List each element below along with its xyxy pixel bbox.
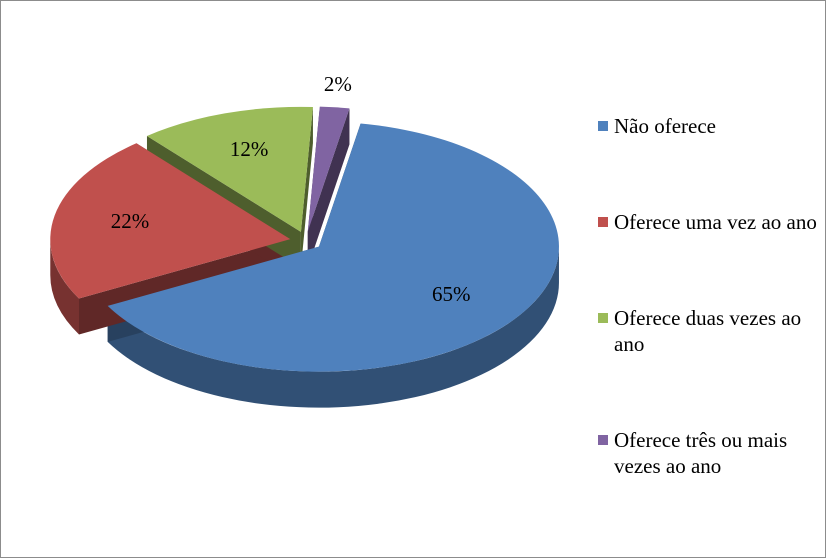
slice [107, 123, 559, 372]
slice [307, 106, 350, 232]
legend: Não oferece Oferece uma vez ao ano Oferece… [598, 113, 823, 479]
slice-cut [300, 107, 313, 268]
slice-side [50, 239, 80, 335]
legend-swatch [598, 217, 608, 227]
legend-swatch [598, 435, 608, 445]
legend-item: Oferece duas vezes ao ano [598, 305, 823, 357]
legend-swatch [598, 313, 608, 323]
legend-item: Oferece uma vez ao ano [598, 209, 823, 235]
data-label: 12% [230, 137, 269, 161]
slice [50, 143, 291, 299]
slice [146, 106, 313, 232]
legend-label: Oferece três ou mais vezes ao ano [614, 428, 788, 478]
legend-item: Oferece três ou mais vezes ao ano [598, 427, 823, 479]
data-label: 2% [324, 72, 352, 96]
pie-area: 65% 22% 12% 2% [50, 72, 559, 408]
data-label: 65% [432, 282, 471, 306]
slice-cut [307, 108, 350, 268]
legend-swatch [598, 121, 608, 131]
legend-label: Oferece uma vez ao ano [614, 210, 817, 234]
legend-label: Não oferece [614, 114, 717, 138]
slice-tops [50, 106, 559, 372]
slice-side [107, 246, 559, 408]
legend-label: Oferece duas vezes ao ano [614, 306, 802, 356]
legend-item: Não oferece [598, 113, 823, 139]
data-label: 22% [111, 209, 150, 233]
